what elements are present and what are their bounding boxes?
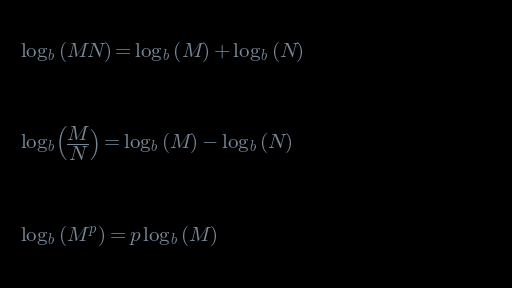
Text: $\log_b(MN) = \log_b(M) + \log_b(N)$: $\log_b(MN) = \log_b(M) + \log_b(N)$	[20, 40, 304, 64]
Text: $\log_b\!\left(\dfrac{M}{N}\right) = \log_b(M) - \log_b(N)$: $\log_b\!\left(\dfrac{M}{N}\right) = \lo…	[20, 125, 293, 163]
Text: $\log_b(M^p) = p\,\log_b(M)$: $\log_b(M^p) = p\,\log_b(M)$	[20, 224, 218, 248]
